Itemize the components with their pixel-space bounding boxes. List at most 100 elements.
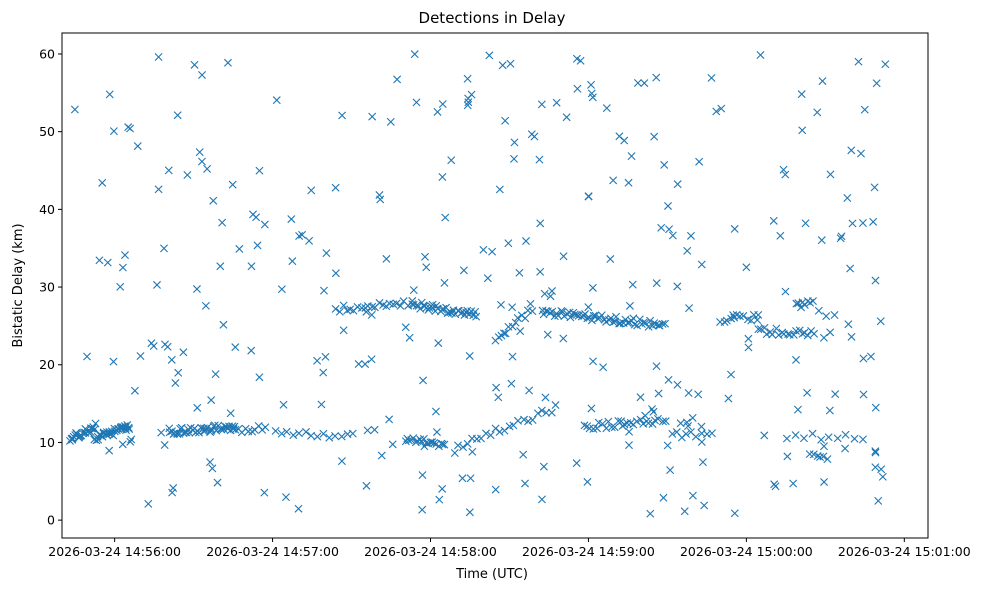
detection-marker bbox=[528, 416, 537, 424]
detection-marker bbox=[287, 215, 296, 224]
detection-marker bbox=[528, 307, 537, 316]
detection-marker bbox=[616, 319, 625, 328]
detection-marker bbox=[587, 80, 596, 89]
x-tick-label: 2026-03-24 15:00:00 bbox=[680, 544, 813, 559]
y-tick-label: 10 bbox=[39, 435, 55, 450]
detection-marker bbox=[826, 328, 835, 337]
detection-marker bbox=[506, 59, 515, 68]
detection-marker bbox=[317, 400, 326, 409]
detection-marker bbox=[126, 124, 135, 133]
y-tick-label: 60 bbox=[39, 46, 55, 61]
detection-marker bbox=[831, 390, 840, 399]
detection-marker bbox=[808, 297, 817, 306]
detection-marker bbox=[231, 343, 240, 352]
detection-marker bbox=[654, 389, 663, 398]
detection-marker bbox=[492, 383, 501, 392]
detection-marker bbox=[661, 417, 670, 426]
detection-marker bbox=[652, 279, 661, 288]
detection-points bbox=[65, 50, 890, 518]
detection-marker bbox=[271, 426, 280, 435]
detection-marker bbox=[536, 267, 545, 276]
detection-marker bbox=[325, 433, 334, 442]
detection-marker bbox=[154, 185, 163, 194]
detection-marker bbox=[685, 304, 694, 313]
detection-marker bbox=[847, 146, 856, 155]
chart-title: Detections in Delay bbox=[419, 9, 566, 27]
detection-marker bbox=[783, 452, 792, 461]
detection-marker bbox=[392, 299, 401, 308]
detection-marker bbox=[190, 60, 199, 69]
detection-marker bbox=[742, 263, 751, 272]
detection-marker bbox=[485, 51, 494, 60]
detection-marker bbox=[583, 314, 592, 323]
detection-marker bbox=[219, 320, 228, 329]
detection-marker bbox=[466, 474, 475, 483]
detection-marker bbox=[588, 93, 597, 102]
detection-marker bbox=[587, 316, 596, 325]
detection-marker bbox=[130, 386, 139, 395]
detection-marker bbox=[153, 280, 161, 289]
detection-marker bbox=[165, 428, 174, 437]
detection-marker bbox=[813, 108, 822, 117]
detection-marker bbox=[438, 173, 447, 181]
detection-marker bbox=[856, 149, 865, 158]
detection-marker bbox=[877, 465, 886, 474]
detection-marker bbox=[820, 477, 829, 486]
detection-marker bbox=[772, 324, 781, 333]
detection-marker bbox=[881, 60, 890, 69]
detection-marker bbox=[646, 316, 655, 325]
detection-marker bbox=[602, 104, 611, 113]
detection-marker bbox=[185, 428, 194, 437]
detection-marker bbox=[331, 432, 340, 440]
detection-marker bbox=[386, 117, 395, 126]
detection-marker bbox=[543, 330, 552, 339]
detection-marker bbox=[858, 435, 867, 444]
detection-marker bbox=[633, 78, 642, 87]
detection-marker bbox=[615, 132, 624, 141]
x-tick-label: 2026-03-24 14:56:00 bbox=[48, 544, 181, 559]
detection-marker bbox=[171, 379, 180, 388]
detection-marker bbox=[335, 307, 344, 316]
detection-marker bbox=[440, 440, 449, 449]
detection-marker bbox=[580, 421, 589, 430]
detection-marker bbox=[621, 315, 630, 324]
detection-marker bbox=[504, 239, 513, 248]
detection-marker bbox=[244, 427, 253, 436]
detection-marker bbox=[627, 152, 636, 161]
detection-marker bbox=[819, 442, 828, 451]
detection-marker bbox=[430, 438, 439, 447]
detection-marker bbox=[307, 186, 316, 195]
detection-marker bbox=[537, 495, 546, 504]
detection-marker bbox=[652, 73, 661, 82]
detection-marker bbox=[559, 252, 568, 261]
detection-marker bbox=[154, 53, 163, 61]
detection-marker bbox=[871, 463, 880, 472]
detection-marker bbox=[871, 448, 880, 457]
y-tick-label: 0 bbox=[47, 513, 55, 528]
detection-marker bbox=[513, 416, 522, 425]
detection-marker bbox=[712, 107, 721, 116]
detection-marker bbox=[878, 472, 887, 481]
detection-marker bbox=[791, 431, 800, 440]
detection-marker bbox=[471, 307, 480, 316]
detection-marker bbox=[744, 343, 753, 352]
detection-marker bbox=[199, 424, 208, 433]
detection-marker bbox=[860, 105, 869, 114]
detection-marker bbox=[652, 362, 661, 371]
detection-marker bbox=[405, 333, 414, 342]
detection-marker bbox=[207, 396, 216, 405]
detection-marker bbox=[527, 130, 536, 139]
detection-marker bbox=[319, 286, 328, 295]
detection-marker bbox=[552, 98, 561, 107]
detection-marker bbox=[584, 192, 593, 201]
detection-marker bbox=[431, 407, 440, 416]
detection-marker bbox=[558, 307, 567, 316]
detection-marker bbox=[511, 318, 520, 327]
detection-marker bbox=[871, 403, 880, 412]
detection-marker bbox=[160, 340, 169, 349]
detection-marker bbox=[756, 51, 765, 60]
detection-marker bbox=[735, 312, 744, 321]
detection-marker bbox=[302, 427, 311, 436]
detection-marker bbox=[781, 287, 790, 296]
detection-marker bbox=[235, 244, 244, 253]
